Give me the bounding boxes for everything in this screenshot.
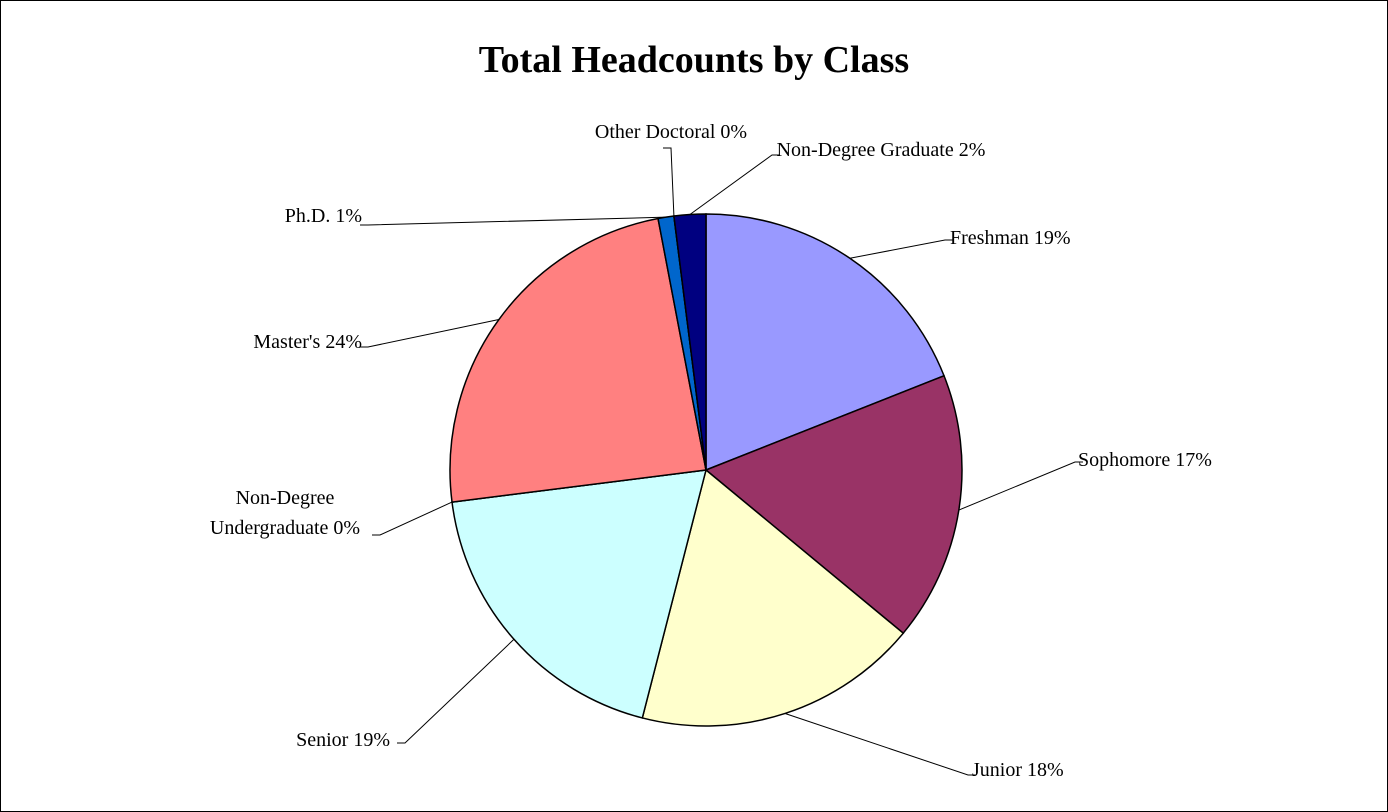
leader-line (372, 501, 453, 536)
leader-line (849, 239, 953, 259)
leader-line (958, 461, 1083, 511)
pie-slice (705, 213, 945, 472)
leader-line (360, 216, 666, 226)
pie-slice (451, 469, 708, 719)
value-label: 17% (1175, 449, 1212, 471)
category-label: Sophomore (1078, 449, 1171, 471)
value-label: 19% (353, 729, 390, 751)
value-label: 18% (1027, 759, 1064, 781)
slice-label: Junior 18% (972, 755, 1172, 785)
value-label: 1% (335, 205, 362, 227)
value-label: 2% (958, 139, 986, 161)
category-label: Other Doctoral (594, 121, 716, 143)
pie-slice (641, 468, 905, 727)
category-label: Junior (972, 759, 1022, 781)
leader-line (397, 638, 515, 744)
value-label: 0% (720, 121, 748, 143)
slice-label: Master's 24% (162, 327, 362, 357)
leader-line (360, 319, 499, 348)
leader-line (689, 154, 780, 215)
slice-label: Senior 19% (190, 725, 390, 755)
slice-label: Ph.D. 1% (162, 201, 362, 231)
value-label: 24% (325, 331, 362, 353)
slice-label: Other Doctoral 0% (521, 117, 821, 147)
category-label: Non-Degree Graduate (776, 139, 954, 161)
category-label: Senior (296, 729, 349, 751)
value-label: 19% (1033, 227, 1071, 249)
leader-line (663, 147, 675, 217)
pie-slice (449, 217, 707, 503)
category-label: Ph.D. (284, 205, 331, 227)
slice-label: Non-Degree Undergraduate 0% (195, 483, 375, 543)
leader-line (784, 712, 976, 776)
slice-label: Sophomore 17% (1078, 445, 1298, 475)
slice-label: Freshman 19% (950, 223, 1150, 253)
chart-title: Total Headcounts by Class (478, 39, 910, 81)
slice-label: Non-Degree Graduate 2% (776, 135, 986, 165)
category-label: Freshman (950, 227, 1029, 249)
category-label: Master's (253, 331, 321, 353)
category-label: Non-Degree Undergraduate (209, 487, 335, 539)
pie-slice (704, 374, 963, 635)
value-label: 0% (333, 517, 361, 539)
